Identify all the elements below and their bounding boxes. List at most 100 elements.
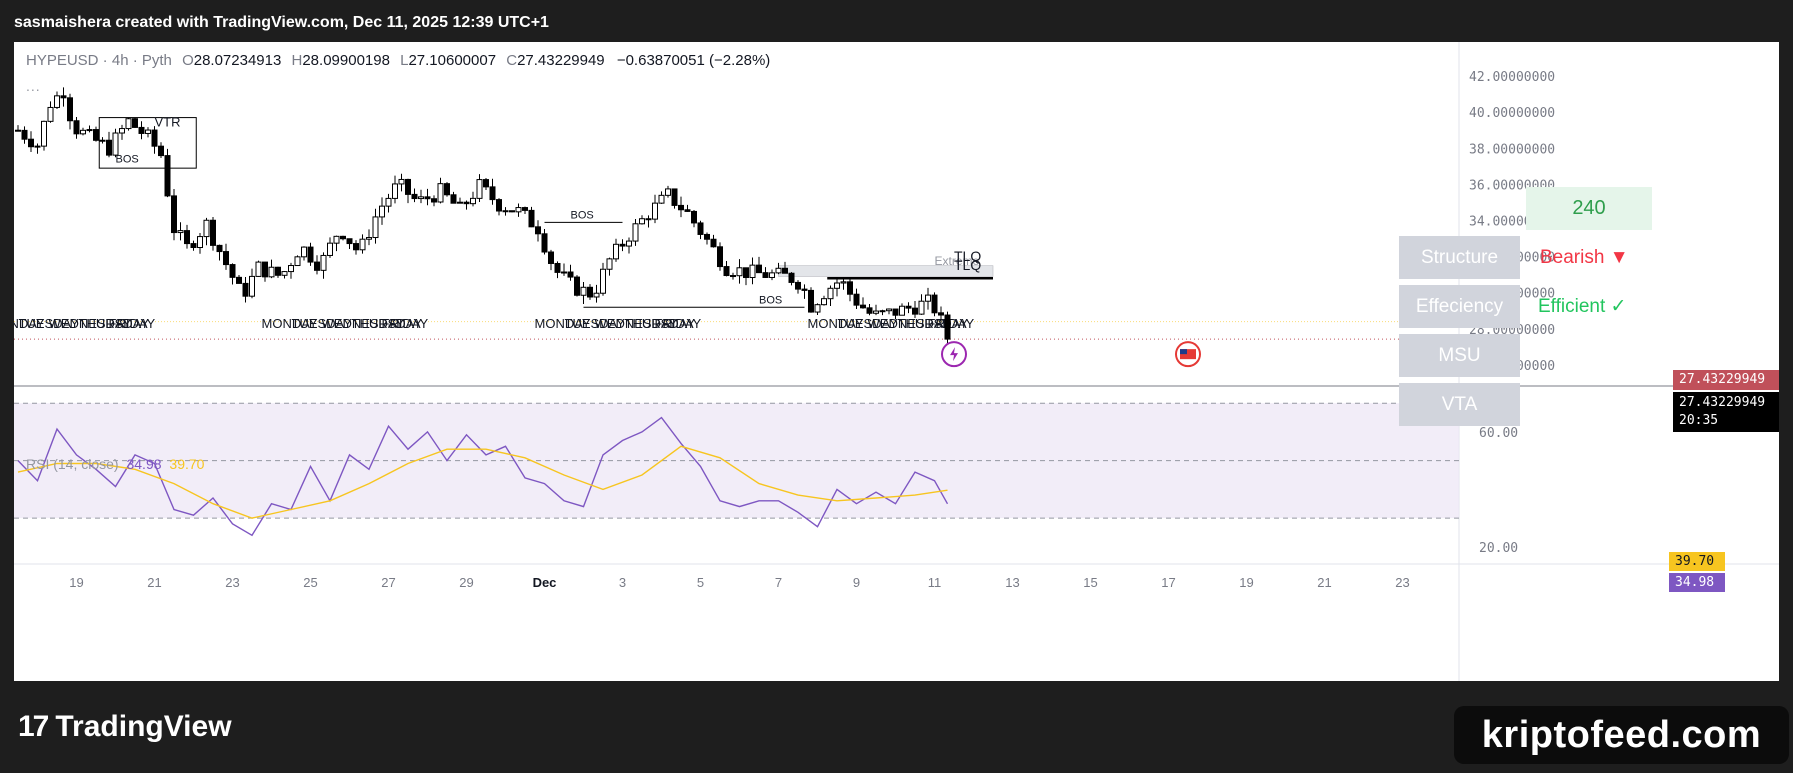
tlq-label[interactable]: TLQ [954,257,981,273]
bos-label[interactable]: BOS [116,154,139,166]
candle-body[interactable] [145,129,151,134]
candle-body[interactable] [522,207,528,211]
candle-body[interactable] [203,219,210,238]
day-label[interactable]: MONDAY [14,316,45,331]
candle-body[interactable] [502,210,509,213]
candle-body[interactable] [424,196,431,200]
candle-body[interactable] [925,294,931,302]
candle-body[interactable] [593,292,600,298]
candle-body[interactable] [125,118,132,130]
candle-body[interactable] [197,236,203,249]
candle-body[interactable] [15,129,21,132]
candle-body[interactable] [366,237,372,240]
tlq-label[interactable]: TLQ [954,248,981,264]
candle-body[interactable] [437,183,444,203]
candle-body[interactable] [788,272,795,283]
candle-body[interactable] [892,308,899,316]
candle-body[interactable] [639,218,645,225]
time-scale-label[interactable]: 9 [853,575,860,590]
candle-body[interactable] [262,261,268,278]
candle-body[interactable] [671,188,678,206]
candle-body[interactable] [912,307,918,315]
candle-body[interactable] [151,129,158,147]
day-label[interactable]: THURSDAY [625,316,696,331]
candle-body[interactable] [177,230,184,234]
candle-body[interactable] [827,287,834,300]
time-scale-label[interactable]: 27 [381,575,395,590]
candle-body[interactable] [801,288,808,291]
candle-body[interactable] [405,178,411,195]
candle-body[interactable] [190,243,197,249]
candle-body[interactable] [509,210,515,213]
candle-body[interactable] [47,106,54,122]
candle-body[interactable] [717,246,723,268]
candle-body[interactable] [554,262,561,273]
candle-body[interactable] [444,183,450,196]
candle-body[interactable] [762,272,769,278]
time-scale-label[interactable]: Dec [533,575,557,590]
day-label[interactable]: WEDNESDAY [868,316,951,331]
candle-body[interactable] [249,275,255,297]
candle-body[interactable] [138,126,145,134]
candle-body[interactable] [242,282,249,297]
candle-body[interactable] [470,197,476,205]
day-label[interactable]: THURSDAY [79,316,150,331]
candle-body[interactable] [619,243,626,247]
candle-body[interactable] [327,242,333,256]
candle-body[interactable] [652,202,658,220]
rsi-scale-label[interactable]: 20.00 [1479,541,1518,556]
candle-body[interactable] [164,155,171,197]
candle-body[interactable] [723,266,730,277]
candle-body[interactable] [398,178,405,185]
candle-body[interactable] [710,238,717,248]
time-scale-label[interactable]: 29 [459,575,473,590]
candle-body[interactable] [73,120,80,135]
candle-body[interactable] [541,233,548,253]
time-scale-label[interactable]: 23 [1395,575,1409,590]
price-scale-label[interactable]: 38.00000000 [1469,142,1555,157]
time-scale-label[interactable]: 13 [1005,575,1019,590]
candle-body[interactable] [41,120,47,147]
candle-body[interactable] [678,204,684,211]
candle-body[interactable] [301,246,307,258]
candle-body[interactable] [379,205,385,218]
candle-body[interactable] [385,197,392,207]
candle-body[interactable] [106,139,112,156]
day-label[interactable]: WEDNESDAY [49,316,132,331]
candle-body[interactable] [795,281,801,290]
candle-body[interactable] [515,207,522,213]
candle-body[interactable] [645,218,652,221]
candle-body[interactable] [684,209,691,212]
vtr-label[interactable]: VTR [155,115,181,130]
candle-body[interactable] [236,276,242,284]
price-scale-label[interactable]: 40.00000000 [1469,106,1555,121]
day-label[interactable]: MONDAY [808,316,864,331]
candle-body[interactable] [99,139,106,142]
candle-body[interactable] [34,145,41,148]
rsi-legend[interactable]: RSI (14, close) 34.98 39.70 [26,456,204,472]
candle-body[interactable] [353,243,359,251]
candle-body[interactable] [333,235,340,244]
chart-frame[interactable]: VTRBOSBOSBOSExtremeTLQTLQMONDAYTUESDAYWE… [14,42,1779,681]
candle-body[interactable] [665,188,671,196]
candle-body[interactable] [632,223,639,242]
rsi-scale-label[interactable]: 60.00 [1479,426,1518,441]
candle-body[interactable] [886,308,892,312]
candle-body[interactable] [86,129,93,132]
extreme-label[interactable]: Extreme [935,254,980,268]
candle-body[interactable] [840,281,847,284]
candle-body[interactable] [216,244,223,253]
candle-body[interactable] [294,256,301,267]
candle-body[interactable] [938,312,944,316]
candle-body[interactable] [288,265,294,273]
day-label[interactable]: MONDAY [262,316,318,331]
bos-label[interactable]: BOS [571,210,594,222]
time-scale-label[interactable]: 3 [619,575,626,590]
candle-body[interactable] [67,97,73,122]
candle-body[interactable] [281,271,288,276]
candle-body[interactable] [119,128,125,134]
candle-body[interactable] [535,226,541,235]
candle-body[interactable] [223,251,229,266]
candle-body[interactable] [210,219,216,246]
candle-body[interactable] [132,118,138,128]
